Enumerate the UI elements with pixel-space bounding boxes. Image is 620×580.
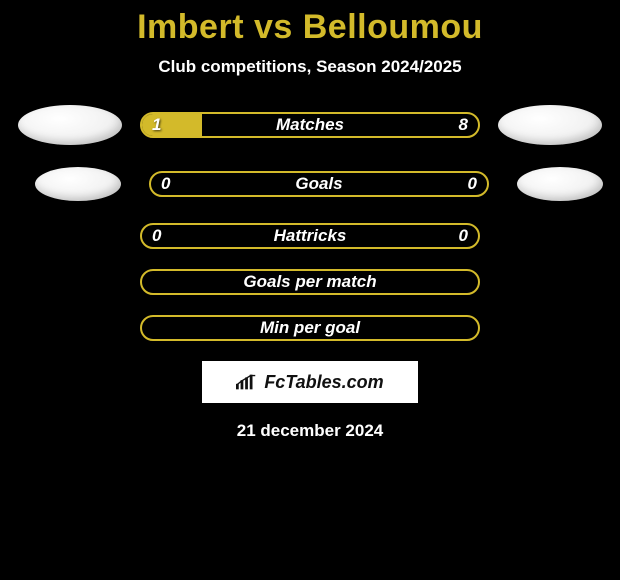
stat-row: 1 8 Matches <box>0 105 620 145</box>
player-avatar-right <box>498 105 602 145</box>
bar-chart-icon <box>236 374 258 390</box>
season-subtitle: Club competitions, Season 2024/2025 <box>0 57 620 77</box>
stat-value-left: 0 <box>152 226 161 246</box>
stat-row: 0 0 Goals <box>0 167 620 201</box>
stat-row: 0 0 Hattricks <box>0 223 620 249</box>
brand-text: FcTables.com <box>264 372 383 393</box>
page-title: Imbert vs Belloumou <box>0 8 620 47</box>
stat-label: Min per goal <box>260 318 360 338</box>
stat-value-right: 8 <box>459 115 468 135</box>
stat-bar: 0 0 Goals <box>149 171 489 197</box>
stat-value-right: 0 <box>459 226 468 246</box>
stat-bar: Min per goal <box>140 315 480 341</box>
stat-label: Goals <box>295 174 342 194</box>
stat-value-right: 0 <box>468 174 477 194</box>
date-text: 21 december 2024 <box>0 421 620 441</box>
stat-bar: Goals per match <box>140 269 480 295</box>
stat-label: Matches <box>276 115 344 135</box>
comparison-card: Imbert vs Belloumou Club competitions, S… <box>0 0 620 580</box>
player-avatar-left <box>18 105 122 145</box>
stat-row: Min per goal <box>0 315 620 341</box>
player-avatar-left <box>35 167 121 201</box>
stat-value-left: 0 <box>161 174 170 194</box>
brand-badge: FcTables.com <box>202 361 418 403</box>
stat-row: Goals per match <box>0 269 620 295</box>
stats-list: 1 8 Matches 0 0 Goals 0 0 Hattricks Goals per mat… <box>0 105 620 341</box>
stat-value-left: 1 <box>152 115 161 135</box>
player-avatar-right <box>517 167 603 201</box>
stat-label: Goals per match <box>243 272 376 292</box>
stat-label: Hattricks <box>274 226 347 246</box>
stat-bar: 0 0 Hattricks <box>140 223 480 249</box>
stat-bar: 1 8 Matches <box>140 112 480 138</box>
